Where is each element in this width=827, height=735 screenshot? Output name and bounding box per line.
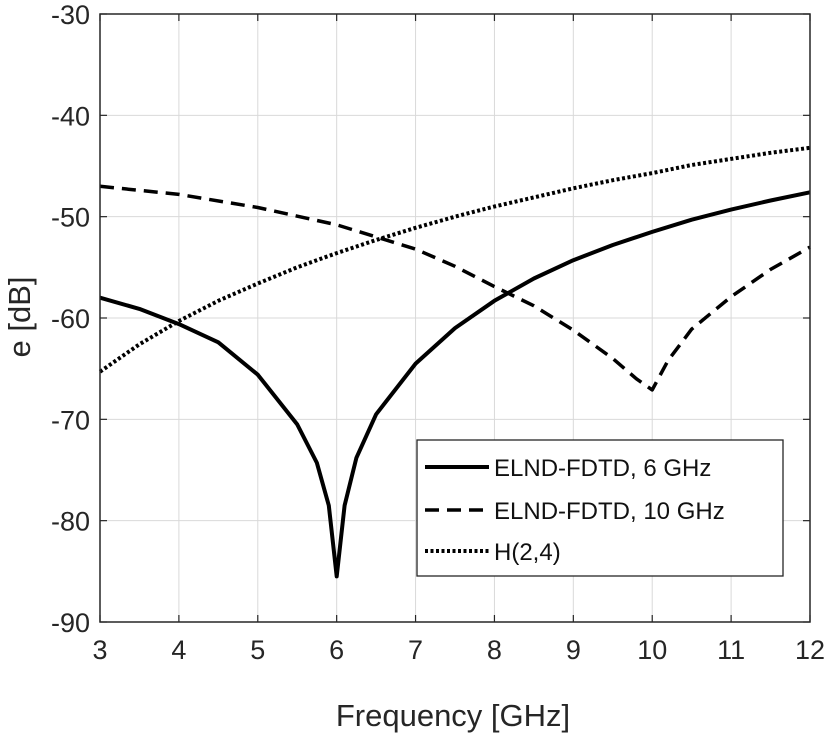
x-tick-label: 8 bbox=[487, 635, 502, 665]
y-tick-label: -60 bbox=[51, 304, 90, 334]
x-tick-label: 9 bbox=[566, 635, 581, 665]
x-axis-ticks: 3 4 5 6 7 8 9 10 11 12 bbox=[92, 14, 825, 665]
x-tick-label: 12 bbox=[795, 635, 825, 665]
x-tick-label: 11 bbox=[717, 635, 745, 665]
x-tick-label: 7 bbox=[408, 635, 423, 665]
x-tick-label: 3 bbox=[92, 635, 107, 665]
x-tick-label: 6 bbox=[329, 635, 344, 665]
series-line-solid bbox=[99, 190, 811, 579]
legend-entry-1: ELND-FDTD, 6 GHz bbox=[494, 455, 711, 482]
legend-box bbox=[416, 439, 784, 577]
series-line-dotted bbox=[98, 145, 811, 374]
x-tick-label: 5 bbox=[250, 635, 265, 665]
x-axis-label: Frequency [GHz] bbox=[336, 698, 570, 733]
y-tick-label: -90 bbox=[51, 608, 90, 638]
y-tick-label: -30 bbox=[51, 0, 90, 30]
y-tick-label: -50 bbox=[51, 203, 90, 233]
y-axis-label: e [dB] bbox=[2, 277, 37, 358]
x-tick-label: 10 bbox=[637, 635, 667, 665]
series-line-dashed bbox=[99, 184, 811, 392]
legend: ELND-FDTD, 6 GHz ELND-FDTD, 10 GHz H(2,4… bbox=[416, 439, 784, 577]
y-tick-label: -80 bbox=[51, 507, 90, 537]
y-tick-label: -70 bbox=[51, 405, 90, 435]
y-axis-ticks: -30 -40 -50 -60 -70 -80 -90 bbox=[51, 0, 810, 638]
legend-entry-2: ELND-FDTD, 10 GHz bbox=[494, 498, 725, 525]
x-tick-label: 4 bbox=[171, 635, 186, 665]
y-tick-label: -40 bbox=[51, 101, 90, 131]
legend-entry-3: H(2,4) bbox=[494, 539, 561, 566]
series-lines bbox=[98, 145, 811, 579]
